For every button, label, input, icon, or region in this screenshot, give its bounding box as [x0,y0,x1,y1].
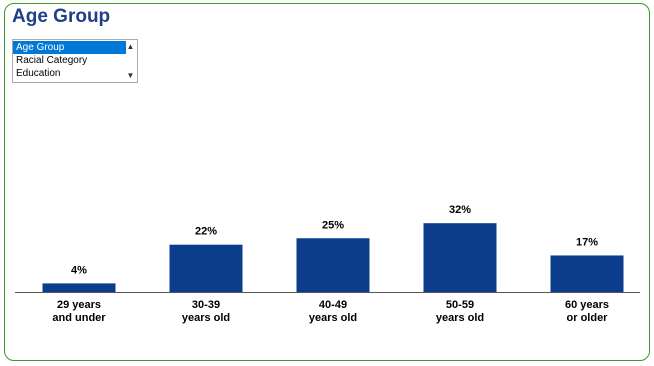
category-label: and under [52,312,106,324]
listbox-items: Age Group Racial Category Education [13,41,126,80]
listbox-option-racial-category[interactable]: Racial Category [16,55,88,66]
data-label: 22% [195,226,217,238]
data-label: 25% [322,219,344,231]
category-label: 50-59 [446,299,474,311]
listbox-option-education[interactable]: Education [16,68,61,79]
category-label: years old [436,312,484,324]
page-title: Age Group [12,6,111,27]
category-listbox[interactable]: Age Group Racial Category Education ▲ ▼ [12,39,138,83]
category-label: years old [182,312,230,324]
bar [169,244,243,292]
chevron-up-icon[interactable]: ▲ [126,42,135,51]
bar [550,255,624,292]
data-label: 32% [449,204,471,216]
listbox-scrollbar[interactable]: ▲ ▼ [124,40,137,82]
chevron-down-icon[interactable]: ▼ [126,71,135,80]
category-label: 40-49 [319,299,347,311]
category-label: or older [567,312,609,324]
category-label: 60 years [565,299,609,311]
data-label: 17% [576,236,598,248]
bar [42,283,116,292]
category-label: years old [309,312,357,324]
bar [296,238,370,292]
data-label: 4% [71,264,87,276]
listbox-option-age-group[interactable]: Age Group [13,41,126,54]
category-label: 30-39 [192,299,220,311]
bar [423,223,497,292]
category-label: 29 years [57,299,101,311]
